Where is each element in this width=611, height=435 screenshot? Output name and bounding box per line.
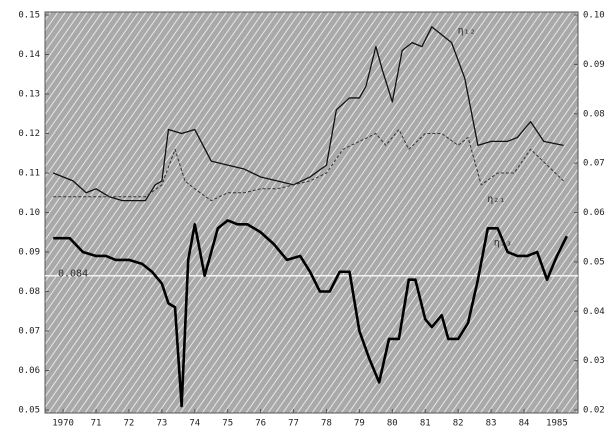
plot-area [44,11,579,414]
x-tick-label: 72 [124,419,135,429]
x-tick-label: 79 [354,419,365,429]
x-tick-label: 73 [156,419,167,429]
y2-tick-label: 0.10 [583,11,605,21]
reference-label: 0.084 [58,269,88,280]
x-tick-label: 71 [91,419,102,429]
x-tick-label: 74 [189,419,200,429]
series-line [52,26,564,202]
y-tick-label: 0.12 [18,129,40,139]
x-tick-label: 77 [288,419,299,429]
x-tick-label: 78 [321,419,332,429]
y-tick-label: 0.08 [18,287,40,297]
x-tick-label: 81 [420,419,431,429]
x-tick-label: 82 [453,419,464,429]
y-tick-label: 0.09 [18,248,40,258]
y-tick-label: 0.06 [18,366,40,376]
series-label: η₂₁ [487,194,505,205]
series-label: η₁₂ [458,26,476,37]
y2-tick-label: 0.08 [583,109,605,119]
y2-tick-label: 0.06 [583,208,605,218]
x-tick-label: 80 [387,419,398,429]
y2-tick-label: 0.04 [583,307,605,317]
y-tick-label: 0.15 [18,11,40,21]
y2-tick-label: 0.03 [583,356,605,366]
y2-tick-label: 0.07 [583,159,605,169]
series-line [53,129,564,202]
y-tick-label: 0.13 [18,90,40,100]
y2-tick-label: 0.05 [583,257,605,267]
x-tick-label: 1970 [52,419,74,429]
x-tick-label: 84 [519,419,530,429]
y2-tick-label: 0.02 [583,406,605,416]
y2-tick-label: 0.09 [583,60,605,70]
x-tick-label: 75 [222,419,233,429]
series-line [53,219,568,408]
y-tick-label: 0.11 [18,169,40,179]
y-tick-label: 0.07 [18,327,40,337]
y-tick-label: 0.05 [18,406,40,416]
y-tick-label: 0.10 [18,208,40,218]
series-label: η₁₃ [494,237,512,248]
x-tick-label: 76 [255,419,266,429]
x-tick-label: 1985 [546,419,568,429]
y-tick-label: 0.14 [18,50,40,60]
x-tick-label: 83 [486,419,497,429]
